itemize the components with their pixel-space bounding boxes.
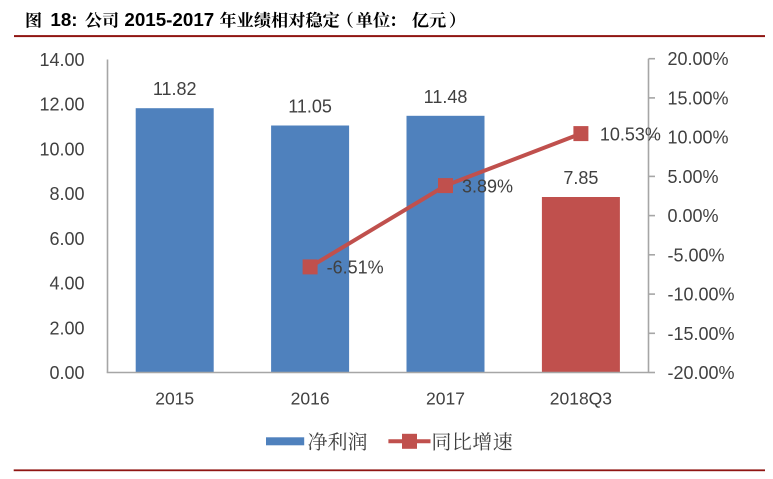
svg-text:12.00: 12.00 [39,95,84,115]
svg-text:11.82: 11.82 [153,79,197,99]
svg-text:2017: 2017 [426,389,465,409]
svg-text:5.00%: 5.00% [668,167,719,187]
svg-text:2016: 2016 [291,389,330,409]
svg-text:0.00: 0.00 [49,363,84,383]
svg-text:11.05: 11.05 [288,97,332,117]
svg-text:2015: 2015 [155,389,194,409]
svg-text:10.00%: 10.00% [668,128,729,148]
svg-text:18:: 18: [50,9,77,30]
svg-text:-5.00%: -5.00% [668,245,725,265]
svg-text:-15.00%: -15.00% [668,324,735,344]
svg-text:-10.00%: -10.00% [668,285,735,305]
svg-text:-6.51%: -6.51% [327,258,384,278]
svg-text:8.00: 8.00 [49,184,84,204]
svg-text:2018Q3: 2018Q3 [550,389,612,409]
svg-text:14.00: 14.00 [39,50,84,70]
svg-text:6.00: 6.00 [49,229,84,249]
svg-text:20.00%: 20.00% [668,49,729,69]
svg-text:15.00%: 15.00% [668,88,729,108]
svg-text:11.48: 11.48 [424,87,468,107]
svg-text:10.00: 10.00 [39,139,84,159]
svg-text:4.00: 4.00 [49,274,84,294]
svg-text:-20.00%: -20.00% [668,363,735,383]
svg-text:0.00%: 0.00% [668,206,719,226]
svg-text:7.85: 7.85 [563,168,598,188]
svg-text:2.00: 2.00 [49,318,84,338]
svg-text:3.89%: 3.89% [462,176,513,196]
svg-text:2015-2017: 2015-2017 [124,9,214,30]
svg-text:10.53%: 10.53% [600,124,661,144]
